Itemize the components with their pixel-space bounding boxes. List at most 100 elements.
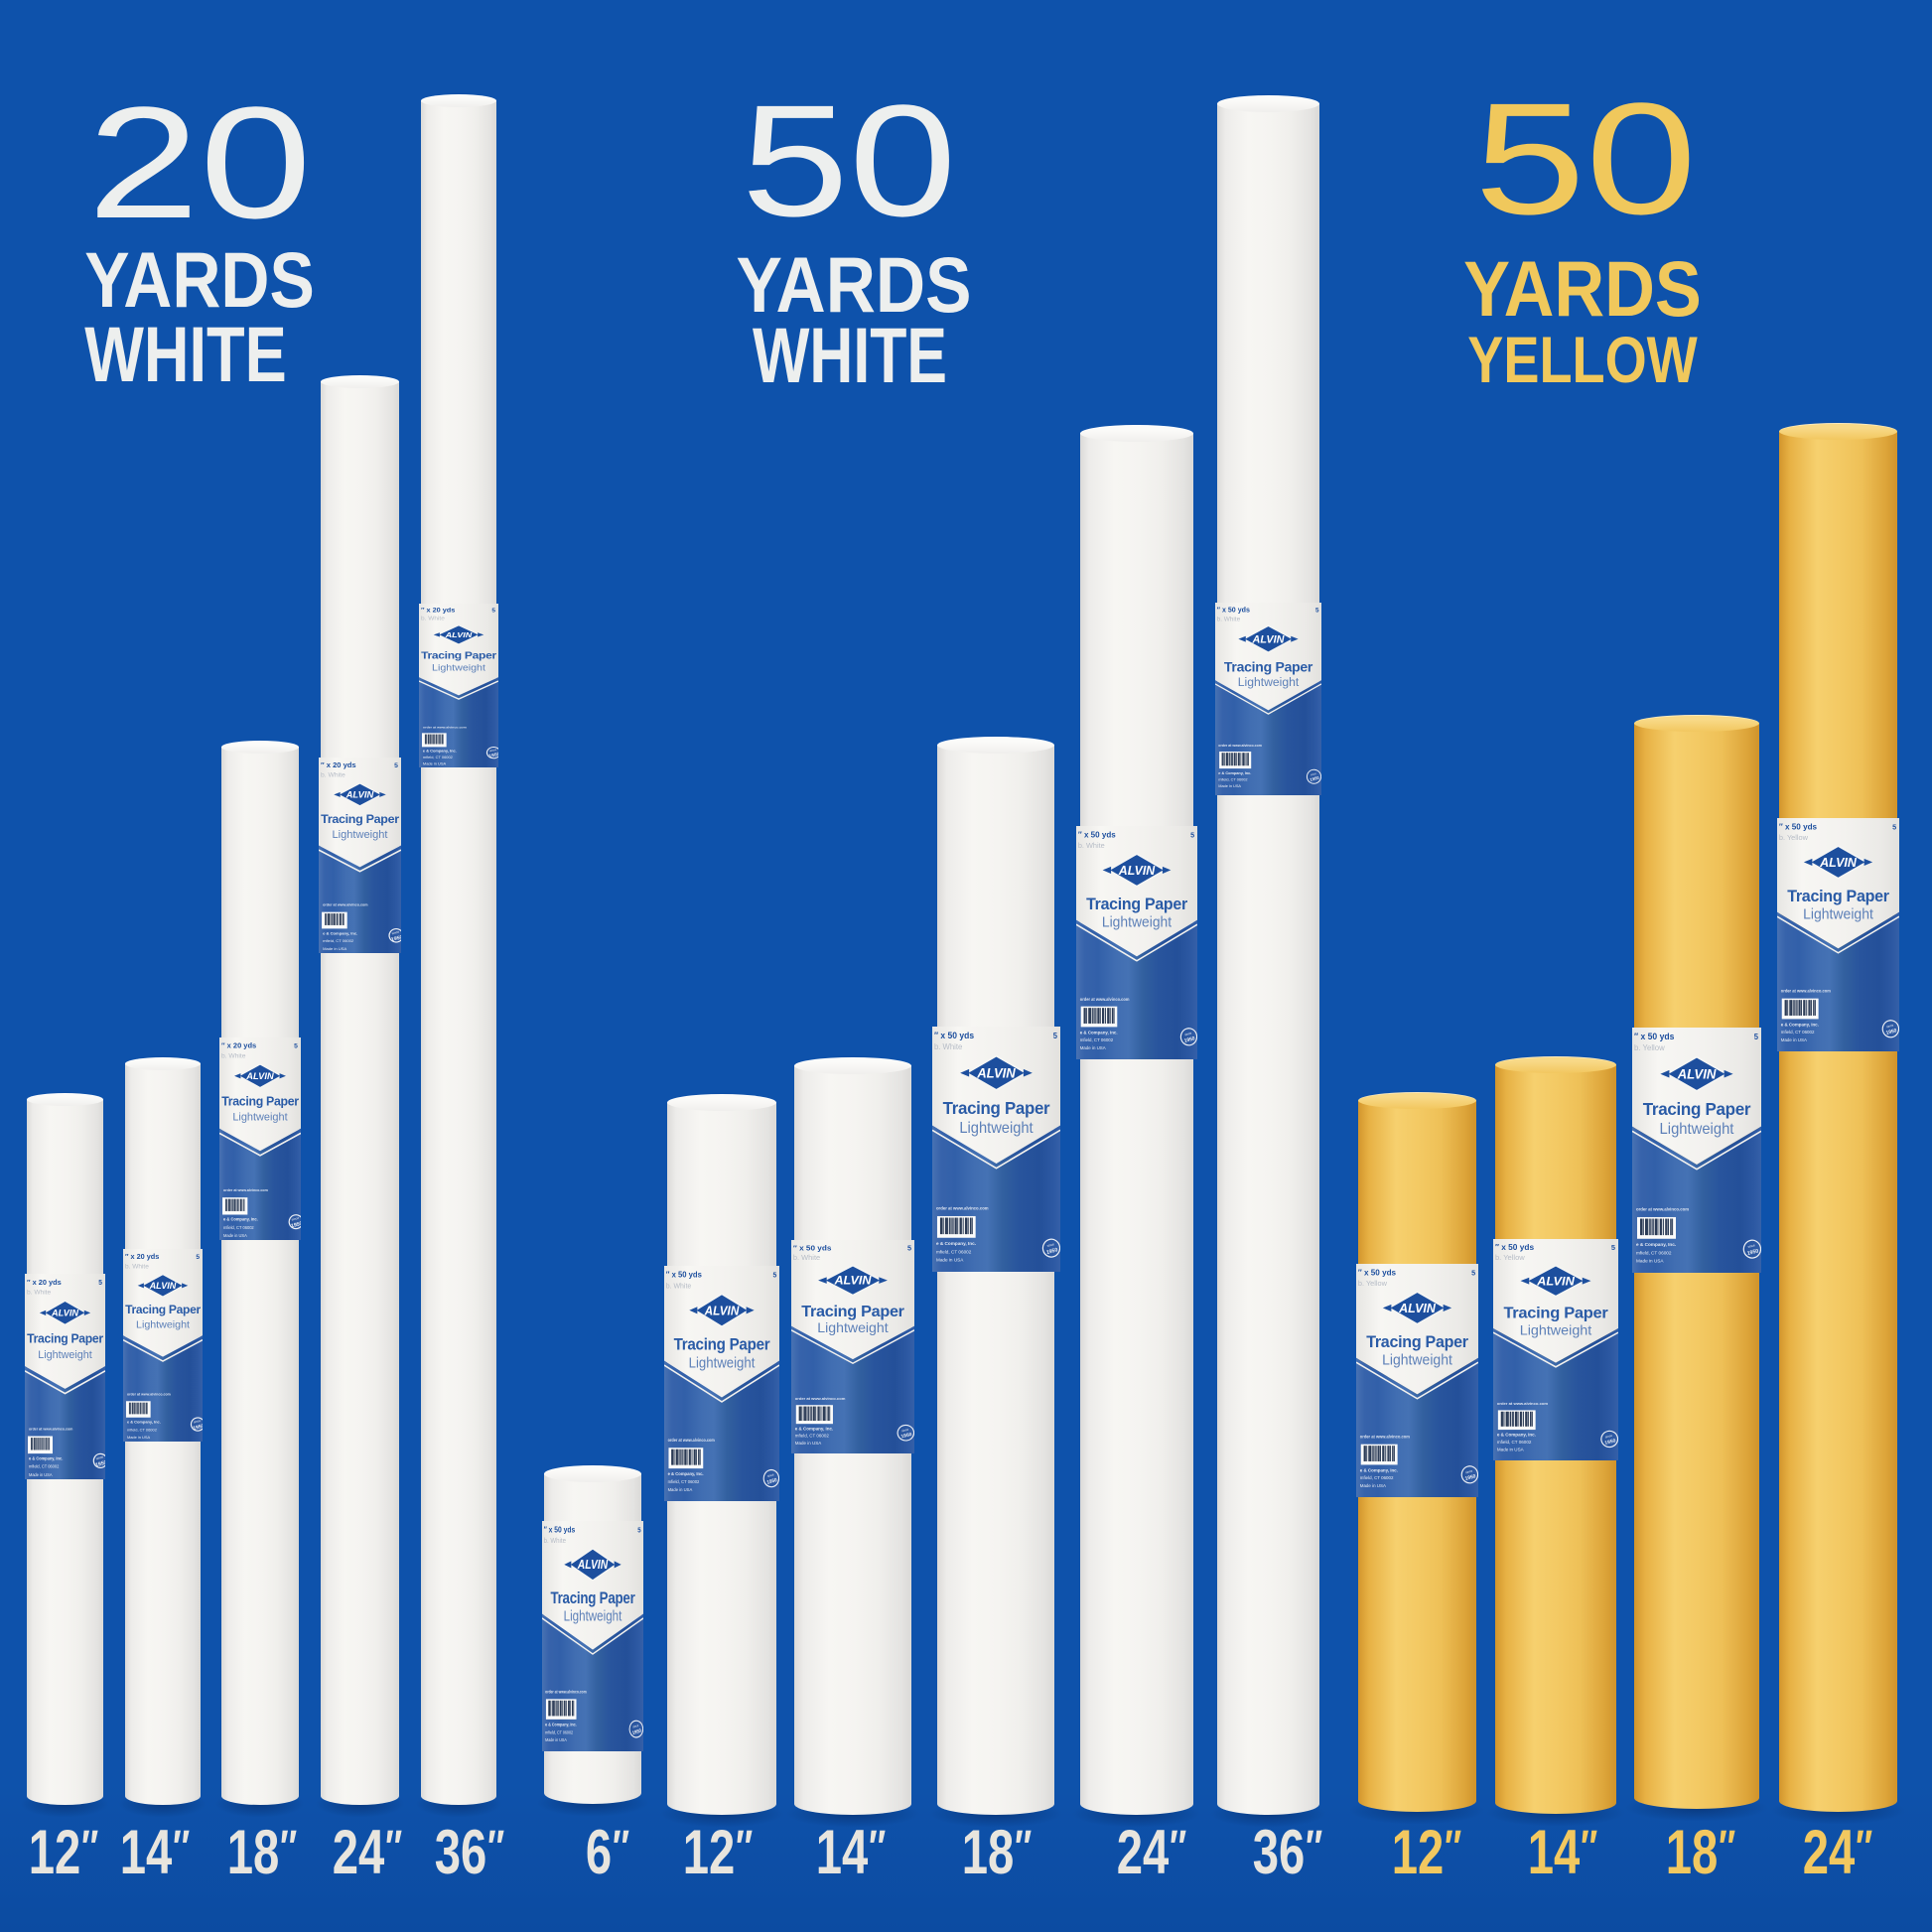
svg-text:order at www.alvinco.com: order at www.alvinco.com xyxy=(423,726,467,730)
svg-text:e & Company, Inc.: e & Company, Inc. xyxy=(545,1722,577,1727)
svg-text:mfield, CT 06002: mfield, CT 06002 xyxy=(29,1464,60,1469)
svg-text:e & Company, Inc.: e & Company, Inc. xyxy=(223,1217,258,1222)
svg-text:1950: 1950 xyxy=(192,1424,202,1433)
svg-text:e & Company, Inc.: e & Company, Inc. xyxy=(1218,771,1251,775)
svg-text:since: since xyxy=(488,748,497,753)
svg-text:mfield, CT 06002: mfield, CT 06002 xyxy=(1079,1037,1113,1042)
svg-text:Lightweight: Lightweight xyxy=(232,1112,287,1124)
svg-text:Made in USA: Made in USA xyxy=(1636,1259,1664,1265)
svg-text:mfield, CT 06002: mfield, CT 06002 xyxy=(223,1225,254,1230)
svg-text:order at www.alvinco.com: order at www.alvinco.com xyxy=(1497,1401,1549,1406)
svg-text:Tracing Paper: Tracing Paper xyxy=(1787,888,1889,905)
svg-text:e & Company, Inc.: e & Company, Inc. xyxy=(935,1241,975,1247)
svg-text:Made in USA: Made in USA xyxy=(795,1441,821,1446)
svg-text:Made in USA: Made in USA xyxy=(1781,1037,1808,1042)
svg-text:Lightweight: Lightweight xyxy=(38,1349,92,1361)
svg-text:ALVIN: ALVIN xyxy=(345,790,374,800)
svg-text:1950: 1950 xyxy=(1464,1473,1476,1482)
svg-text:5: 5 xyxy=(294,1043,298,1050)
svg-text:since: since xyxy=(291,1216,299,1222)
svg-text:″ x 20 yds: ″ x 20 yds xyxy=(124,1252,158,1261)
svg-text:1950: 1950 xyxy=(900,1432,913,1440)
svg-text:Made in USA: Made in USA xyxy=(223,1233,247,1238)
svg-text:1950: 1950 xyxy=(488,752,498,759)
svg-text:1950: 1950 xyxy=(1604,1438,1617,1446)
svg-text:b. Yellow: b. Yellow xyxy=(1634,1043,1665,1052)
svg-text:″ x 50 yds: ″ x 50 yds xyxy=(1495,1243,1535,1252)
svg-text:b. White: b. White xyxy=(27,1290,51,1297)
svg-text:e & Company, Inc.: e & Company, Inc. xyxy=(29,1455,63,1460)
svg-text:1950: 1950 xyxy=(1310,775,1320,782)
svg-text:mfield, CT 06002: mfield, CT 06002 xyxy=(1636,1250,1672,1256)
svg-text:Tracing Paper: Tracing Paper xyxy=(550,1589,634,1608)
svg-text:order at www.alvinco.com: order at www.alvinco.com xyxy=(1079,997,1129,1002)
svg-text:ALVIN: ALVIN xyxy=(833,1274,872,1288)
svg-text:mfield, CT 06002: mfield, CT 06002 xyxy=(795,1434,830,1439)
svg-text:Made in USA: Made in USA xyxy=(323,946,346,951)
svg-text:5: 5 xyxy=(1052,1032,1057,1040)
svg-text:Tracing Paper: Tracing Paper xyxy=(1366,1333,1468,1351)
svg-text:e & Company, Inc.: e & Company, Inc. xyxy=(795,1427,833,1432)
svg-text:e & Company, Inc.: e & Company, Inc. xyxy=(323,930,357,935)
svg-text:5: 5 xyxy=(1892,822,1896,831)
svg-text:e & Company, Inc.: e & Company, Inc. xyxy=(1079,1030,1117,1035)
svg-text:b. White: b. White xyxy=(793,1253,820,1262)
svg-text:order at www.alvinco.com: order at www.alvinco.com xyxy=(126,1392,170,1396)
svg-text:b. Yellow: b. Yellow xyxy=(1357,1279,1387,1288)
svg-text:Lightweight: Lightweight xyxy=(1238,675,1300,689)
svg-text:since: since xyxy=(901,1428,909,1433)
svg-text:1950: 1950 xyxy=(94,1459,104,1468)
svg-text:Lightweight: Lightweight xyxy=(1101,914,1171,930)
svg-text:Tracing Paper: Tracing Paper xyxy=(1503,1305,1608,1322)
svg-text:ALVIN: ALVIN xyxy=(976,1065,1016,1080)
svg-text:e & Company, Inc.: e & Company, Inc. xyxy=(126,1420,160,1425)
svg-text:″ x 20 yds: ″ x 20 yds xyxy=(421,608,456,614)
svg-text:″ x 50 yds: ″ x 50 yds xyxy=(933,1031,973,1040)
svg-text:1950: 1950 xyxy=(1746,1248,1759,1257)
svg-text:since: since xyxy=(391,930,400,936)
svg-text:since: since xyxy=(1464,1468,1472,1474)
svg-text:mfield, CT 06002: mfield, CT 06002 xyxy=(1781,1030,1815,1035)
svg-text:order at www.alvinco.com: order at www.alvinco.com xyxy=(1218,744,1262,748)
svg-text:″ x 50 yds: ″ x 50 yds xyxy=(1779,821,1818,831)
svg-text:ALVIN: ALVIN xyxy=(1252,633,1285,645)
svg-text:1950: 1950 xyxy=(290,1221,300,1230)
svg-text:Made in USA: Made in USA xyxy=(1359,1483,1386,1488)
svg-text:since: since xyxy=(632,1723,639,1728)
svg-text:Tracing Paper: Tracing Paper xyxy=(1643,1099,1751,1119)
svg-text:mfield, CT 06002: mfield, CT 06002 xyxy=(1218,777,1247,781)
svg-text:5: 5 xyxy=(98,1280,102,1287)
svg-text:since: since xyxy=(1183,1031,1191,1036)
svg-text:since: since xyxy=(193,1419,201,1425)
svg-text:″ x 50 yds: ″ x 50 yds xyxy=(666,1270,703,1279)
svg-text:5: 5 xyxy=(491,608,495,614)
svg-text:b. White: b. White xyxy=(321,772,345,779)
svg-text:order at www.alvinco.com: order at www.alvinco.com xyxy=(1359,1435,1409,1440)
svg-text:Lightweight: Lightweight xyxy=(564,1607,622,1624)
svg-text:Made in USA: Made in USA xyxy=(126,1435,150,1440)
svg-text:ALVIN: ALVIN xyxy=(445,630,474,639)
svg-text:ALVIN: ALVIN xyxy=(148,1281,176,1291)
svg-text:b. White: b. White xyxy=(221,1052,246,1059)
svg-text:ALVIN: ALVIN xyxy=(1819,855,1857,870)
svg-text:5: 5 xyxy=(637,1527,641,1535)
svg-text:ALVIN: ALVIN xyxy=(245,1071,274,1081)
svg-text:ALVIN: ALVIN xyxy=(1398,1301,1436,1315)
svg-text:mfield, CT 06002: mfield, CT 06002 xyxy=(323,938,354,943)
svg-text:5: 5 xyxy=(1471,1268,1475,1277)
svg-text:Lightweight: Lightweight xyxy=(1660,1121,1735,1138)
svg-text:″ x 50 yds: ″ x 50 yds xyxy=(1217,607,1250,614)
svg-text:b. White: b. White xyxy=(933,1042,962,1051)
svg-text:Made in USA: Made in USA xyxy=(545,1737,567,1743)
svg-text:5: 5 xyxy=(394,762,398,769)
svg-text:since: since xyxy=(1747,1243,1755,1249)
svg-text:5: 5 xyxy=(1754,1033,1759,1041)
svg-text:1950: 1950 xyxy=(631,1727,641,1735)
svg-text:Lightweight: Lightweight xyxy=(1520,1322,1592,1338)
svg-text:Tracing Paper: Tracing Paper xyxy=(1086,896,1188,913)
svg-text:order at www.alvinco.com: order at www.alvinco.com xyxy=(668,1438,716,1443)
svg-text:mfield, CT 06002: mfield, CT 06002 xyxy=(1359,1475,1393,1480)
svg-text:Tracing Paper: Tracing Paper xyxy=(125,1303,201,1316)
svg-text:b. White: b. White xyxy=(1217,616,1241,622)
svg-text:mfield, CT 06002: mfield, CT 06002 xyxy=(1497,1440,1532,1445)
